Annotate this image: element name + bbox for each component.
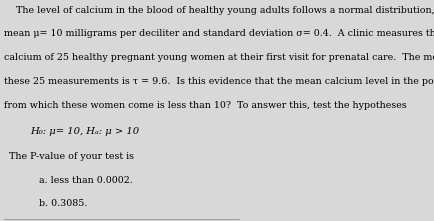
Text: b. 0.3085.: b. 0.3085. [39, 199, 87, 208]
Text: H₀: μ= 10, Hₐ: μ > 10: H₀: μ= 10, Hₐ: μ > 10 [30, 127, 139, 136]
Text: The level of calcium in the blood of healthy young adults follows a normal distr: The level of calcium in the blood of hea… [4, 6, 434, 15]
Text: from which these women come is less than 10?  To answer this, test the hypothese: from which these women come is less than… [4, 101, 407, 110]
Text: The P-value of your test is: The P-value of your test is [9, 152, 134, 161]
Text: a. less than 0.0002.: a. less than 0.0002. [39, 176, 133, 185]
Text: calcium of 25 healthy pregnant young women at their first visit for prenatal car: calcium of 25 healthy pregnant young wom… [4, 53, 434, 62]
Text: mean μ= 10 milligrams per deciliter and standard deviation σ= 0.4.  A clinic mea: mean μ= 10 milligrams per deciliter and … [4, 29, 434, 38]
Text: these 25 measurements is τ = 9.6.  Is this evidence that the mean calcium level : these 25 measurements is τ = 9.6. Is thi… [4, 77, 434, 86]
